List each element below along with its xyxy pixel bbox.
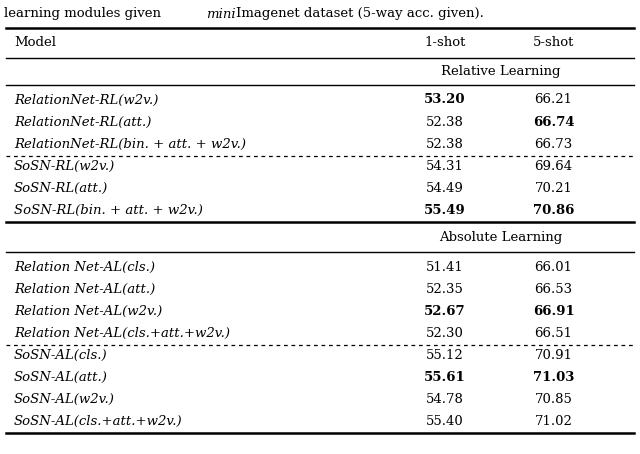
Text: 70.85: 70.85: [534, 393, 573, 405]
Text: SoSN-AL(att.): SoSN-AL(att.): [14, 370, 108, 384]
Text: 66.74: 66.74: [532, 115, 575, 128]
Text: Relation Net-AL(w2v.): Relation Net-AL(w2v.): [14, 305, 163, 318]
Text: 71.02: 71.02: [534, 415, 573, 428]
Text: SoSN-RL(att.): SoSN-RL(att.): [14, 182, 108, 194]
Text: 66.53: 66.53: [534, 282, 573, 296]
Text: RelationNet-RL(att.): RelationNet-RL(att.): [14, 115, 152, 128]
Text: 70.21: 70.21: [534, 182, 573, 194]
Text: 66.73: 66.73: [534, 138, 573, 150]
Text: 66.01: 66.01: [534, 261, 573, 274]
Text: 53.20: 53.20: [424, 94, 465, 107]
Text: 55.61: 55.61: [424, 370, 466, 384]
Text: 52.67: 52.67: [424, 305, 466, 318]
Text: SoSN-RL(bin. + att. + w2v.): SoSN-RL(bin. + att. + w2v.): [14, 203, 203, 217]
Text: 54.49: 54.49: [426, 182, 464, 194]
Text: RelationNet-RL(bin. + att. + w2v.): RelationNet-RL(bin. + att. + w2v.): [14, 138, 246, 150]
Text: Relation Net-AL(cls.): Relation Net-AL(cls.): [14, 261, 155, 274]
Text: 55.49: 55.49: [424, 203, 466, 217]
Text: 54.78: 54.78: [426, 393, 464, 405]
Text: 55.12: 55.12: [426, 349, 463, 361]
Text: 1-shot: 1-shot: [424, 36, 465, 49]
Text: 66.91: 66.91: [532, 305, 575, 318]
Text: RelationNet-RL(w2v.): RelationNet-RL(w2v.): [14, 94, 158, 107]
Text: Absolute Learning: Absolute Learning: [439, 231, 562, 244]
Text: 66.51: 66.51: [534, 326, 573, 340]
Text: Relation Net-AL(cls.+att.+w2v.): Relation Net-AL(cls.+att.+w2v.): [14, 326, 230, 340]
Text: 70.91: 70.91: [534, 349, 573, 361]
Text: 55.40: 55.40: [426, 415, 463, 428]
Text: 52.35: 52.35: [426, 282, 464, 296]
Text: 70.86: 70.86: [533, 203, 574, 217]
Text: learning modules given: learning modules given: [4, 8, 165, 20]
Text: 54.31: 54.31: [426, 159, 464, 173]
Text: Relation Net-AL(att.): Relation Net-AL(att.): [14, 282, 156, 296]
Text: SoSN-AL(cls.+att.+w2v.): SoSN-AL(cls.+att.+w2v.): [14, 415, 182, 428]
Text: Relative Learning: Relative Learning: [441, 65, 560, 79]
Text: 52.38: 52.38: [426, 115, 464, 128]
Text: SoSN-RL(w2v.): SoSN-RL(w2v.): [14, 159, 115, 173]
Text: 69.64: 69.64: [534, 159, 573, 173]
Text: SoSN-AL(w2v.): SoSN-AL(w2v.): [14, 393, 115, 405]
Text: Imagenet dataset (5-way acc. given).: Imagenet dataset (5-way acc. given).: [236, 8, 484, 20]
Text: 71.03: 71.03: [533, 370, 574, 384]
Text: Model: Model: [14, 36, 56, 49]
Text: 52.38: 52.38: [426, 138, 464, 150]
Text: 5-shot: 5-shot: [533, 36, 574, 49]
Text: 66.21: 66.21: [534, 94, 573, 107]
Text: mini: mini: [206, 8, 236, 20]
Text: SoSN-AL(cls.): SoSN-AL(cls.): [14, 349, 108, 361]
Text: 52.30: 52.30: [426, 326, 464, 340]
Text: 51.41: 51.41: [426, 261, 463, 274]
